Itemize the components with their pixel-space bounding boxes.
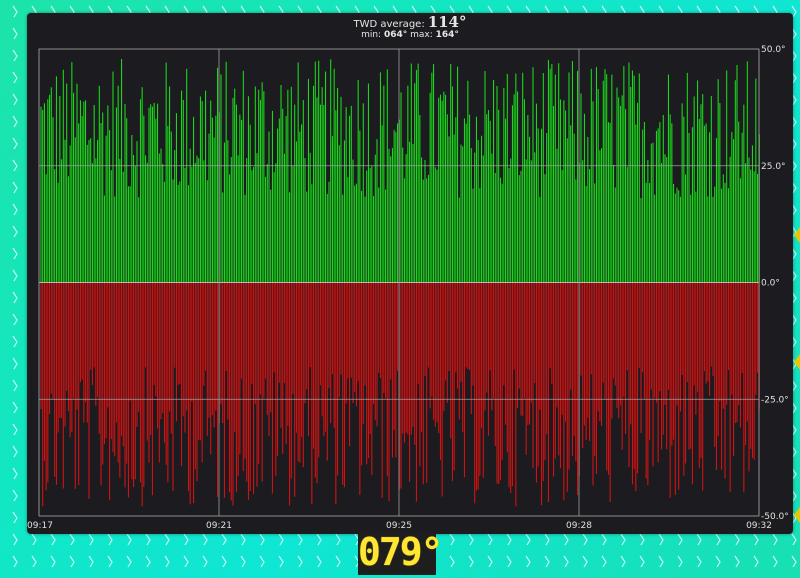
max-label: max: bbox=[410, 30, 433, 40]
min-label: min: bbox=[361, 30, 382, 40]
twd-readout-display: 079° bbox=[358, 530, 444, 575]
x-tick-label: 09:17 bbox=[27, 521, 53, 531]
average-value: 114° bbox=[427, 13, 467, 31]
y-tick-label: 0.0° bbox=[761, 279, 780, 289]
x-tick-label: 09:32 bbox=[746, 521, 772, 531]
y-tick-label: 50.0° bbox=[761, 45, 786, 55]
x-tick-label: 09:21 bbox=[206, 521, 232, 531]
y-tick-label: -25.0° bbox=[761, 395, 789, 405]
chart-plot: 50.0° 25.0° 0.0° -25.0° -50.0° 09:17 09:21 09:2… bbox=[27, 45, 789, 531]
y-tick-label: -50.0° bbox=[761, 512, 789, 522]
chart-title-average: TWD average: 114° bbox=[27, 14, 793, 33]
min-value: 064° bbox=[383, 30, 408, 40]
y-tick-label: 25.0° bbox=[761, 162, 786, 172]
edge-marker-icon bbox=[794, 227, 800, 243]
edge-marker-icon bbox=[794, 507, 800, 523]
average-label: TWD average: bbox=[353, 19, 425, 30]
twd-deviation-chart: 50.0° 25.0° 0.0° -25.0° -50.0° 09:17 09:21 09:2… bbox=[27, 13, 793, 534]
x-tick-label: 09:25 bbox=[386, 521, 412, 531]
max-value: 164° bbox=[435, 30, 459, 40]
edge-marker-icon bbox=[794, 354, 800, 370]
x-tick-label: 09:28 bbox=[566, 521, 592, 531]
chart-title-min-max: min: 064° max: 164° bbox=[27, 29, 793, 41]
twd-readout-value: 079° bbox=[358, 530, 444, 574]
